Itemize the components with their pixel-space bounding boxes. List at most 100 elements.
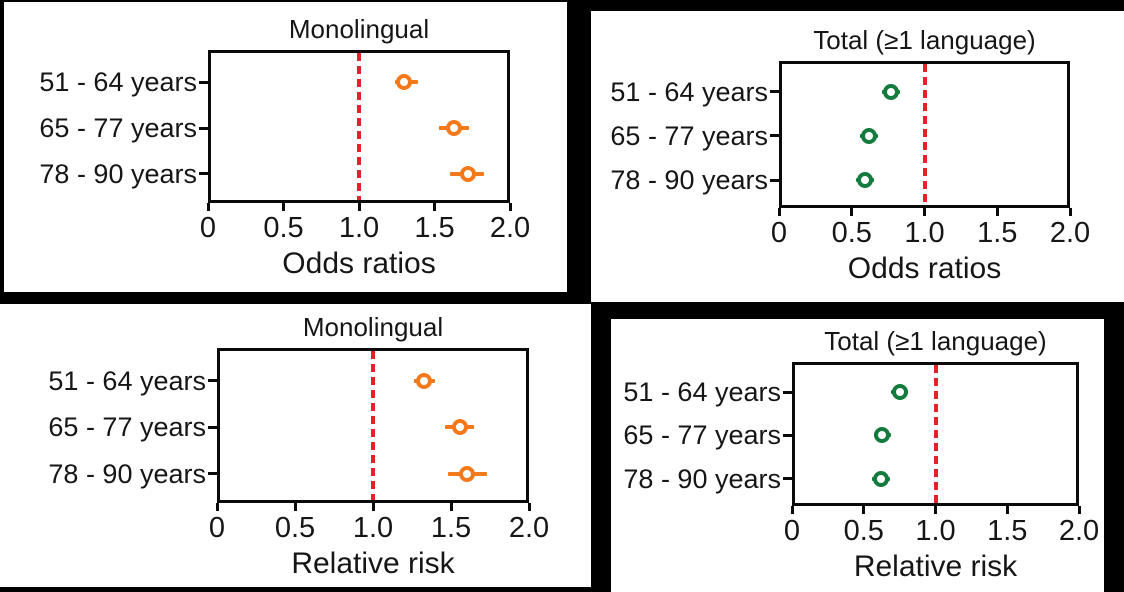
chart-title: Monolingual xyxy=(288,14,430,44)
x-axis-tick xyxy=(1005,506,1009,514)
chart-title: Monolingual xyxy=(302,312,444,342)
reference-line xyxy=(357,53,361,200)
x-tick-label: 2.0 xyxy=(1049,217,1091,249)
x-axis-tick xyxy=(206,203,210,211)
x-tick-label: 0 xyxy=(783,515,801,547)
data-point-marker xyxy=(883,83,900,100)
x-tick-label: 1.0 xyxy=(338,212,380,244)
y-category-label: 65 - 77 years xyxy=(39,113,197,144)
x-axis-tick xyxy=(371,503,375,511)
data-point-marker xyxy=(856,172,873,189)
x-axis-tick xyxy=(449,503,453,511)
x-axis-tick xyxy=(293,503,297,511)
x-tick-label: 0 xyxy=(208,512,226,544)
chart-total-relative-risk: Total (≥1 language) 51 - 64 years 65 - 77 … xyxy=(611,319,1104,592)
y-category-tick xyxy=(783,390,792,394)
data-point-marker xyxy=(458,465,475,482)
panel-total-odds: Total (≥1 language) 51 - 64 years 65 - 77 … xyxy=(591,11,1124,302)
y-category-tick xyxy=(208,425,217,429)
x-tick-label: 1.5 xyxy=(414,212,455,244)
x-tick-label: 0.5 xyxy=(843,515,884,547)
plot-frame xyxy=(779,61,1070,208)
x-axis-tick xyxy=(850,208,854,216)
reference-line xyxy=(371,351,375,500)
x-tick-label: 1.0 xyxy=(352,512,394,544)
plot-frame xyxy=(217,348,529,503)
x-axis-label: Relative risk xyxy=(291,547,455,580)
x-tick-label: 1.5 xyxy=(977,217,1018,249)
y-category-tick xyxy=(770,178,779,182)
x-tick-label: 1.5 xyxy=(987,515,1028,547)
y-category-tick xyxy=(199,126,208,130)
x-axis-label: Odds ratios xyxy=(282,247,436,280)
x-axis-tick xyxy=(357,203,361,211)
y-category-tick xyxy=(199,80,208,84)
x-axis-tick xyxy=(790,506,794,514)
x-tick-label: 2.0 xyxy=(508,512,550,544)
x-axis-tick xyxy=(862,506,866,514)
chart-title: Total (≥1 language) xyxy=(813,25,1036,55)
chart-title: Total (≥1 language) xyxy=(824,326,1047,356)
y-category-label: 65 - 77 years xyxy=(610,120,768,151)
chart-total-odds: Total (≥1 language) 51 - 64 years 65 - 77 … xyxy=(591,11,1124,302)
y-category-label: 51 - 64 years xyxy=(39,67,197,98)
x-axis-tick xyxy=(995,208,999,216)
x-tick-label: 1.0 xyxy=(915,515,956,547)
data-point-marker xyxy=(459,165,476,182)
x-tick-label: 0 xyxy=(770,217,788,249)
x-tick-label: 1.5 xyxy=(430,512,472,544)
y-category-tick xyxy=(783,433,792,437)
y-category-label: 51 - 64 years xyxy=(623,377,781,408)
chart-monolingual-relative-risk: Monolingual 51 - 64 years 65 - 77 years 78 … xyxy=(0,304,591,587)
data-point-marker xyxy=(416,372,433,389)
x-tick-label: 0.5 xyxy=(831,217,872,249)
data-point-marker xyxy=(396,74,413,91)
x-axis-tick xyxy=(777,208,781,216)
y-category-label: 65 - 77 years xyxy=(623,420,781,451)
x-axis-label: Odds ratios xyxy=(847,252,1002,285)
y-category-label: 78 - 90 years xyxy=(39,158,197,189)
y-category-tick xyxy=(783,477,792,481)
y-category-label: 51 - 64 years xyxy=(48,365,206,396)
x-axis-tick xyxy=(508,203,512,211)
panel-monolingual-relative-risk: Monolingual 51 - 64 years 65 - 77 years 78 … xyxy=(0,304,591,587)
reference-line xyxy=(933,365,938,503)
x-tick-label: 2.0 xyxy=(489,212,531,244)
data-point-marker xyxy=(891,384,908,401)
y-category-label: 78 - 90 years xyxy=(610,165,768,196)
y-category-tick xyxy=(199,172,208,176)
y-category-label: 78 - 90 years xyxy=(623,463,781,494)
data-point-marker xyxy=(861,127,878,144)
x-tick-label: 2.0 xyxy=(1058,515,1100,547)
x-tick-label: 0.5 xyxy=(274,512,316,544)
panel-total-relative-risk: Total (≥1 language) 51 - 64 years 65 - 77 … xyxy=(611,319,1104,592)
x-axis-tick xyxy=(527,503,531,511)
y-category-tick xyxy=(770,90,779,94)
y-category-tick xyxy=(208,379,217,383)
data-point-marker xyxy=(452,419,469,436)
x-axis-label: Relative risk xyxy=(853,550,1018,583)
data-point-marker xyxy=(874,427,891,444)
x-tick-label: 0.5 xyxy=(263,212,304,244)
x-axis-tick xyxy=(433,203,436,211)
x-axis-tick xyxy=(1068,208,1072,216)
x-tick-label: 0 xyxy=(199,212,217,244)
chart-monolingual-odds: Monolingual 51 - 64 years 65 - 77 years 78 … xyxy=(4,2,567,292)
y-category-label: 51 - 64 years xyxy=(610,76,768,107)
y-category-label: 65 - 77 years xyxy=(48,412,206,443)
data-point-marker xyxy=(446,120,463,137)
x-axis-tick xyxy=(923,208,926,216)
y-category-label: 78 - 90 years xyxy=(48,458,206,489)
plot-frame xyxy=(792,362,1079,506)
reference-line xyxy=(922,64,927,205)
x-axis-tick xyxy=(934,506,937,514)
data-point-marker xyxy=(872,470,889,487)
x-axis-tick xyxy=(215,503,219,511)
panel-monolingual-odds: Monolingual 51 - 64 years 65 - 77 years 78 … xyxy=(4,2,567,292)
x-tick-label: 1.0 xyxy=(904,217,945,249)
x-axis-tick xyxy=(1077,506,1081,514)
y-category-tick xyxy=(770,134,779,138)
x-axis-tick xyxy=(282,203,285,211)
y-category-tick xyxy=(208,472,217,476)
